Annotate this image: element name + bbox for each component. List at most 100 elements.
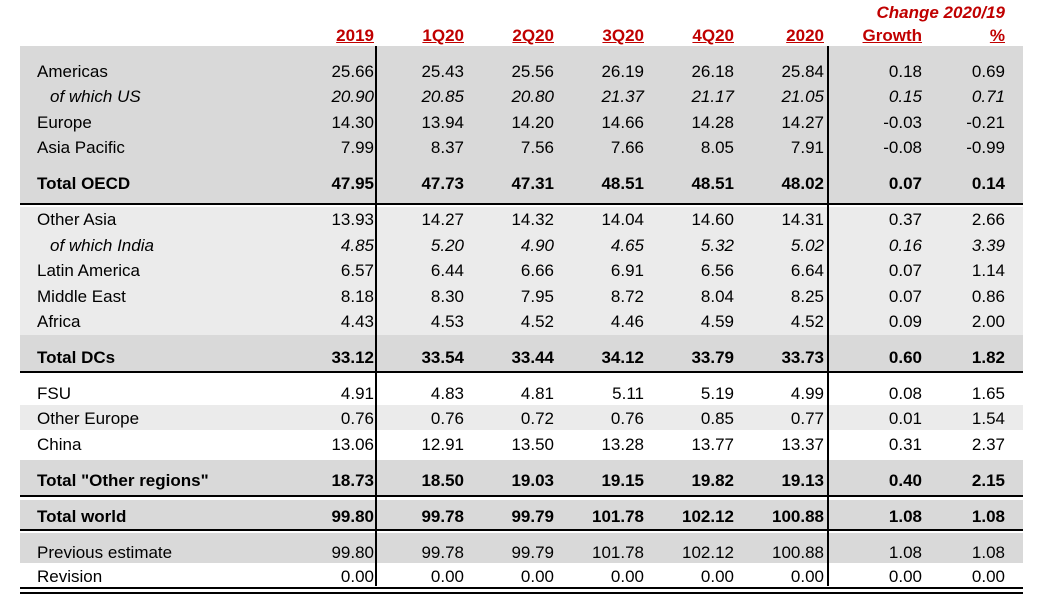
cell: 0.15 <box>888 87 922 106</box>
cell: 6.66 <box>520 261 554 280</box>
cell: 8.05 <box>700 138 734 157</box>
col-header-3q20: 3Q20 <box>602 26 644 45</box>
cell: 13.28 <box>601 435 644 454</box>
cell: 14.28 <box>691 113 734 132</box>
cell: 0.37 <box>888 210 922 229</box>
cell: 8.25 <box>790 287 824 306</box>
cell: 33.79 <box>691 348 734 367</box>
cell: 5.20 <box>430 236 464 255</box>
cell: -0.08 <box>883 138 922 157</box>
cell: 7.56 <box>520 138 554 157</box>
cell: 8.72 <box>610 287 644 306</box>
cell: 13.06 <box>331 435 374 454</box>
cell: 5.19 <box>700 384 734 403</box>
row-label: Total "Other regions" <box>37 471 209 490</box>
cell: 99.78 <box>421 507 464 526</box>
cell: 25.56 <box>511 62 554 81</box>
cell: 6.91 <box>610 261 644 280</box>
cell: 0.00 <box>790 567 824 586</box>
cell: 0.00 <box>888 567 922 586</box>
row-label: Total world <box>37 507 127 526</box>
cell: 101.78 <box>592 507 644 526</box>
vrule-left <box>375 46 377 586</box>
cell: 21.37 <box>601 87 644 106</box>
cell: 19.13 <box>781 471 824 490</box>
cell: 25.66 <box>331 62 374 81</box>
cell: 100.88 <box>772 543 824 562</box>
cell: 0.07 <box>888 287 922 306</box>
cell: 0.72 <box>520 409 554 428</box>
cell: -0.03 <box>883 113 922 132</box>
table-row: China 13.06 12.91 13.50 13.28 13.77 13.37 0.31 2… <box>0 432 1037 457</box>
cell: 48.02 <box>781 174 824 193</box>
col-header-2q20: 2Q20 <box>512 26 554 45</box>
rule-world <box>20 529 1023 531</box>
rule-dcs <box>20 371 1023 373</box>
cell: 0.76 <box>610 409 644 428</box>
cell: 0.86 <box>971 287 1005 306</box>
table-row: Revision 0.00 0.00 0.00 0.00 0.00 0.00 0.00 0.00 <box>0 564 1037 589</box>
cell: 4.65 <box>610 236 644 255</box>
table-row: FSU 4.91 4.83 4.81 5.11 5.19 4.99 0.08 1.65 <box>0 381 1037 406</box>
cell: 5.32 <box>700 236 734 255</box>
cell: 100.88 <box>772 507 824 526</box>
row-label: Latin America <box>37 261 140 280</box>
table-row-total: Total world 99.80 99.78 99.79 101.78 102.12 10… <box>0 504 1037 529</box>
cell: 0.08 <box>888 384 922 403</box>
cell: 0.71 <box>971 87 1005 106</box>
cell: 1.82 <box>971 348 1005 367</box>
cell: 4.81 <box>520 384 554 403</box>
cell: 7.66 <box>610 138 644 157</box>
row-label: Previous estimate <box>37 543 173 562</box>
cell: 8.37 <box>430 138 464 157</box>
cell: 4.91 <box>340 384 374 403</box>
cell: 1.08 <box>971 543 1005 562</box>
cell: 4.85 <box>340 236 374 255</box>
cell: 0.76 <box>340 409 374 428</box>
row-label: Revision <box>37 567 103 586</box>
row-label: China <box>37 435 82 454</box>
cell: 0.00 <box>430 567 464 586</box>
cell: 2.66 <box>971 210 1005 229</box>
row-label: Americas <box>37 62 108 81</box>
table-row: of which India 4.85 5.20 4.90 4.65 5.32 5.02 0.… <box>0 233 1037 258</box>
rule-oecd <box>20 203 1023 205</box>
cell: 48.51 <box>601 174 644 193</box>
cell: -0.99 <box>966 138 1005 157</box>
cell: 99.80 <box>331 507 374 526</box>
col-header-4q20: 4Q20 <box>692 26 734 45</box>
cell: 13.50 <box>511 435 554 454</box>
row-label: Europe <box>37 113 92 132</box>
cell: -0.21 <box>966 113 1005 132</box>
col-header-1q20: 1Q20 <box>422 26 464 45</box>
cell: 0.07 <box>888 174 922 193</box>
table-row: of which US 20.90 20.85 20.80 21.37 21.17 21.0… <box>0 84 1037 109</box>
cell: 6.57 <box>340 261 374 280</box>
table-row: Previous estimate 99.80 99.78 99.79 101.78 10… <box>0 540 1037 565</box>
cell: 33.12 <box>331 348 374 367</box>
table-row: Americas 25.66 25.43 25.56 26.19 26.18 25.84 0.… <box>0 59 1037 84</box>
cell: 0.07 <box>888 261 922 280</box>
rule-bottom-1 <box>20 587 1023 589</box>
cell: 0.69 <box>971 62 1005 81</box>
cell: 18.50 <box>421 471 464 490</box>
cell: 14.27 <box>781 113 824 132</box>
table-row-total: Total OECD 47.95 47.73 47.31 48.51 48.51 48.02… <box>0 171 1037 196</box>
row-label: Middle East <box>37 287 126 306</box>
row-label: of which US <box>50 87 141 106</box>
col-header-percent: % <box>989 26 1005 45</box>
cell: 0.00 <box>610 567 644 586</box>
cell: 26.18 <box>691 62 734 81</box>
cell: 34.12 <box>601 348 644 367</box>
row-label: Total OECD <box>37 174 131 193</box>
row-label: of which India <box>50 236 154 255</box>
cell: 99.79 <box>511 507 554 526</box>
band-total-dcs <box>20 335 1023 371</box>
cell: 19.03 <box>511 471 554 490</box>
cell: 2.00 <box>971 312 1005 331</box>
cell: 0.40 <box>888 471 922 490</box>
cell: 4.99 <box>790 384 824 403</box>
table-row: Africa 4.43 4.53 4.52 4.46 4.59 4.52 0.09 2.00 <box>0 309 1037 334</box>
cell: 0.18 <box>888 62 922 81</box>
